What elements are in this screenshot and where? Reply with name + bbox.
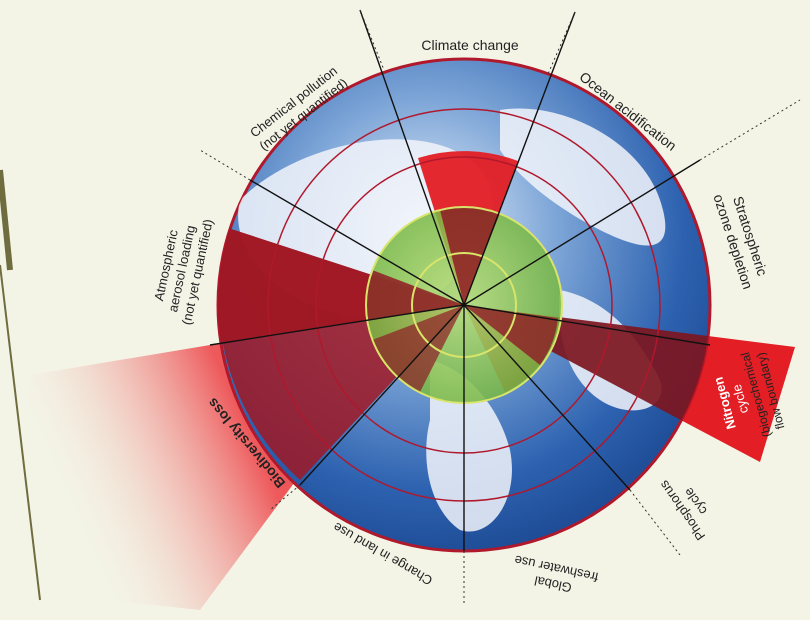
inner-overlays [365, 206, 558, 392]
label-phosphorus: Phosphorus cycle [656, 477, 710, 543]
label-nitrogen-line2: cycle [729, 383, 751, 415]
label-aerosol: Atmospheric aerosol loading (not yet qua… [151, 218, 216, 326]
label-ozone: Stratospheric ozone depletion [710, 192, 770, 291]
label-freshwater: Global freshwater use [513, 552, 600, 595]
sector-extensions [199, 9, 801, 606]
page-accent-line [0, 169, 13, 271]
sector-dividers [209, 9, 711, 551]
label-climate-change: Climate change [421, 37, 518, 53]
